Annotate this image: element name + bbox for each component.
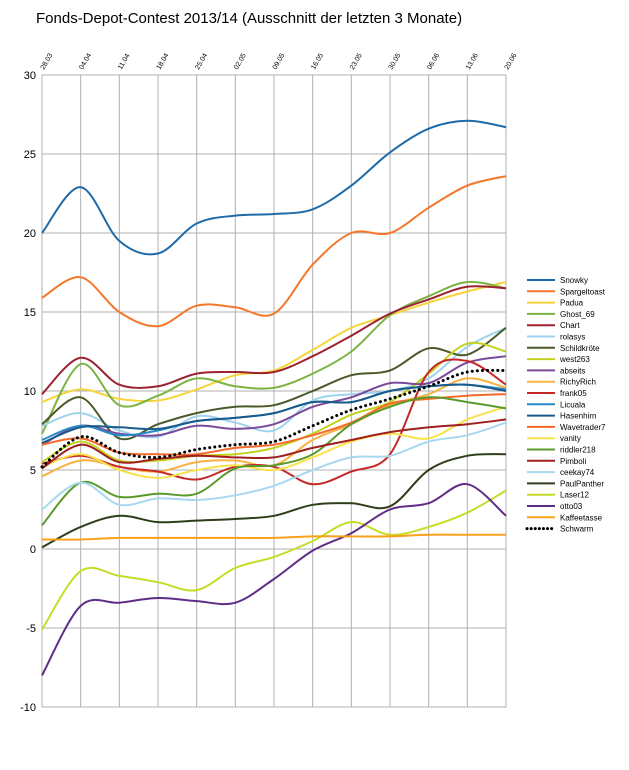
y-tick-label: -10 (20, 702, 36, 714)
series-line-paulpanther (41, 453, 507, 549)
series-lines (40, 119, 508, 676)
x-tick-label: 23.05 (349, 52, 364, 71)
legend-label: RichyRich (560, 378, 596, 387)
legend-label: otto03 (560, 502, 583, 511)
series-line-chart (41, 285, 507, 395)
y-tick-label: 15 (24, 307, 36, 319)
legend-label: Laser12 (560, 491, 589, 500)
series-line-abseits (41, 355, 507, 446)
x-tick-label: 28.03 (40, 52, 55, 71)
x-tick-label: 25.04 (194, 52, 209, 71)
x-tick-label: 06.06 (426, 52, 441, 71)
x-tick-label: 16.05 (310, 52, 325, 71)
x-tick-label: 20.06 (504, 52, 519, 71)
chart-title: Fonds-Depot-Contest 2013/14 (Ausschnitt … (36, 10, 463, 27)
y-tick-label: 20 (24, 228, 36, 240)
series-line-riddler218 (41, 396, 507, 526)
y-tick-label: 10 (24, 386, 36, 398)
legend-label: ceekay74 (560, 468, 595, 477)
y-tick-label: 30 (24, 70, 36, 82)
legend-label: PaulPanther (560, 479, 604, 488)
series-line-spargeltoast (41, 175, 507, 328)
legend-label: Kaffeetasse (560, 513, 603, 522)
y-tick-label: 0 (30, 544, 36, 556)
legend-label: Schwarm (560, 525, 594, 534)
series-line-vanity (41, 405, 507, 479)
legend-label: vanity (560, 434, 581, 443)
x-tick-label: 02.05 (233, 52, 248, 71)
x-tick-label: 11.04 (117, 53, 132, 71)
legend-label: Snowky (560, 276, 588, 285)
x-tick-label: 18.04 (156, 52, 171, 71)
legend-label: Chart (560, 321, 580, 330)
series-line-frank05 (41, 358, 507, 486)
series-line-ceekay74 (41, 421, 507, 511)
series-line-padua (41, 281, 507, 404)
legend-label: west263 (559, 355, 590, 364)
x-axis-ticks: 28.03 04.04 11.04 18.04 25.04 02.05 09.05 16.05… (40, 52, 519, 71)
legend: Snowky Spargeltoast Padua Ghost_69 Chart rola… (525, 276, 606, 534)
x-tick-label: 09.05 (272, 52, 287, 71)
legend-label: Ghost_69 (560, 310, 595, 319)
series-line-laser12 (41, 489, 507, 631)
y-tick-label: 25 (24, 149, 36, 161)
x-tick-label: 13.06 (465, 52, 480, 71)
legend-label: Schildkröte (560, 344, 600, 353)
legend-label: Spargeltoast (560, 287, 606, 296)
series-line-otto03 (41, 483, 507, 676)
legend-label: Licuala (560, 400, 586, 409)
legend-label: Padua (560, 299, 584, 308)
legend-label: Hasenhirn (560, 412, 596, 421)
x-tick-label: 30.05 (388, 52, 403, 71)
series-line-pimboli (41, 418, 507, 470)
legend-label: rolasys (560, 333, 585, 342)
legend-label: Wavetrader7 (560, 423, 606, 432)
legend-label: frank05 (560, 389, 587, 398)
series-line-ghost-69 (41, 280, 507, 435)
series-line-rolasys (41, 326, 507, 439)
legend-label: riddler218 (560, 446, 596, 455)
x-tick-label: 04.04 (78, 52, 93, 71)
y-tick-label: 5 (30, 465, 36, 477)
legend-label: Pimboli (560, 457, 586, 466)
series-line-snowky (41, 119, 507, 256)
y-tick-label: -5 (26, 623, 36, 635)
legend-label: abseits (560, 366, 585, 375)
series-line-kaffeetasse (41, 533, 506, 541)
y-axis-ticks: -10 -5 0 5 10 15 20 25 30 (20, 70, 36, 714)
series-line-schwarm (40, 368, 508, 469)
series-line-schildkr-te (41, 326, 507, 441)
